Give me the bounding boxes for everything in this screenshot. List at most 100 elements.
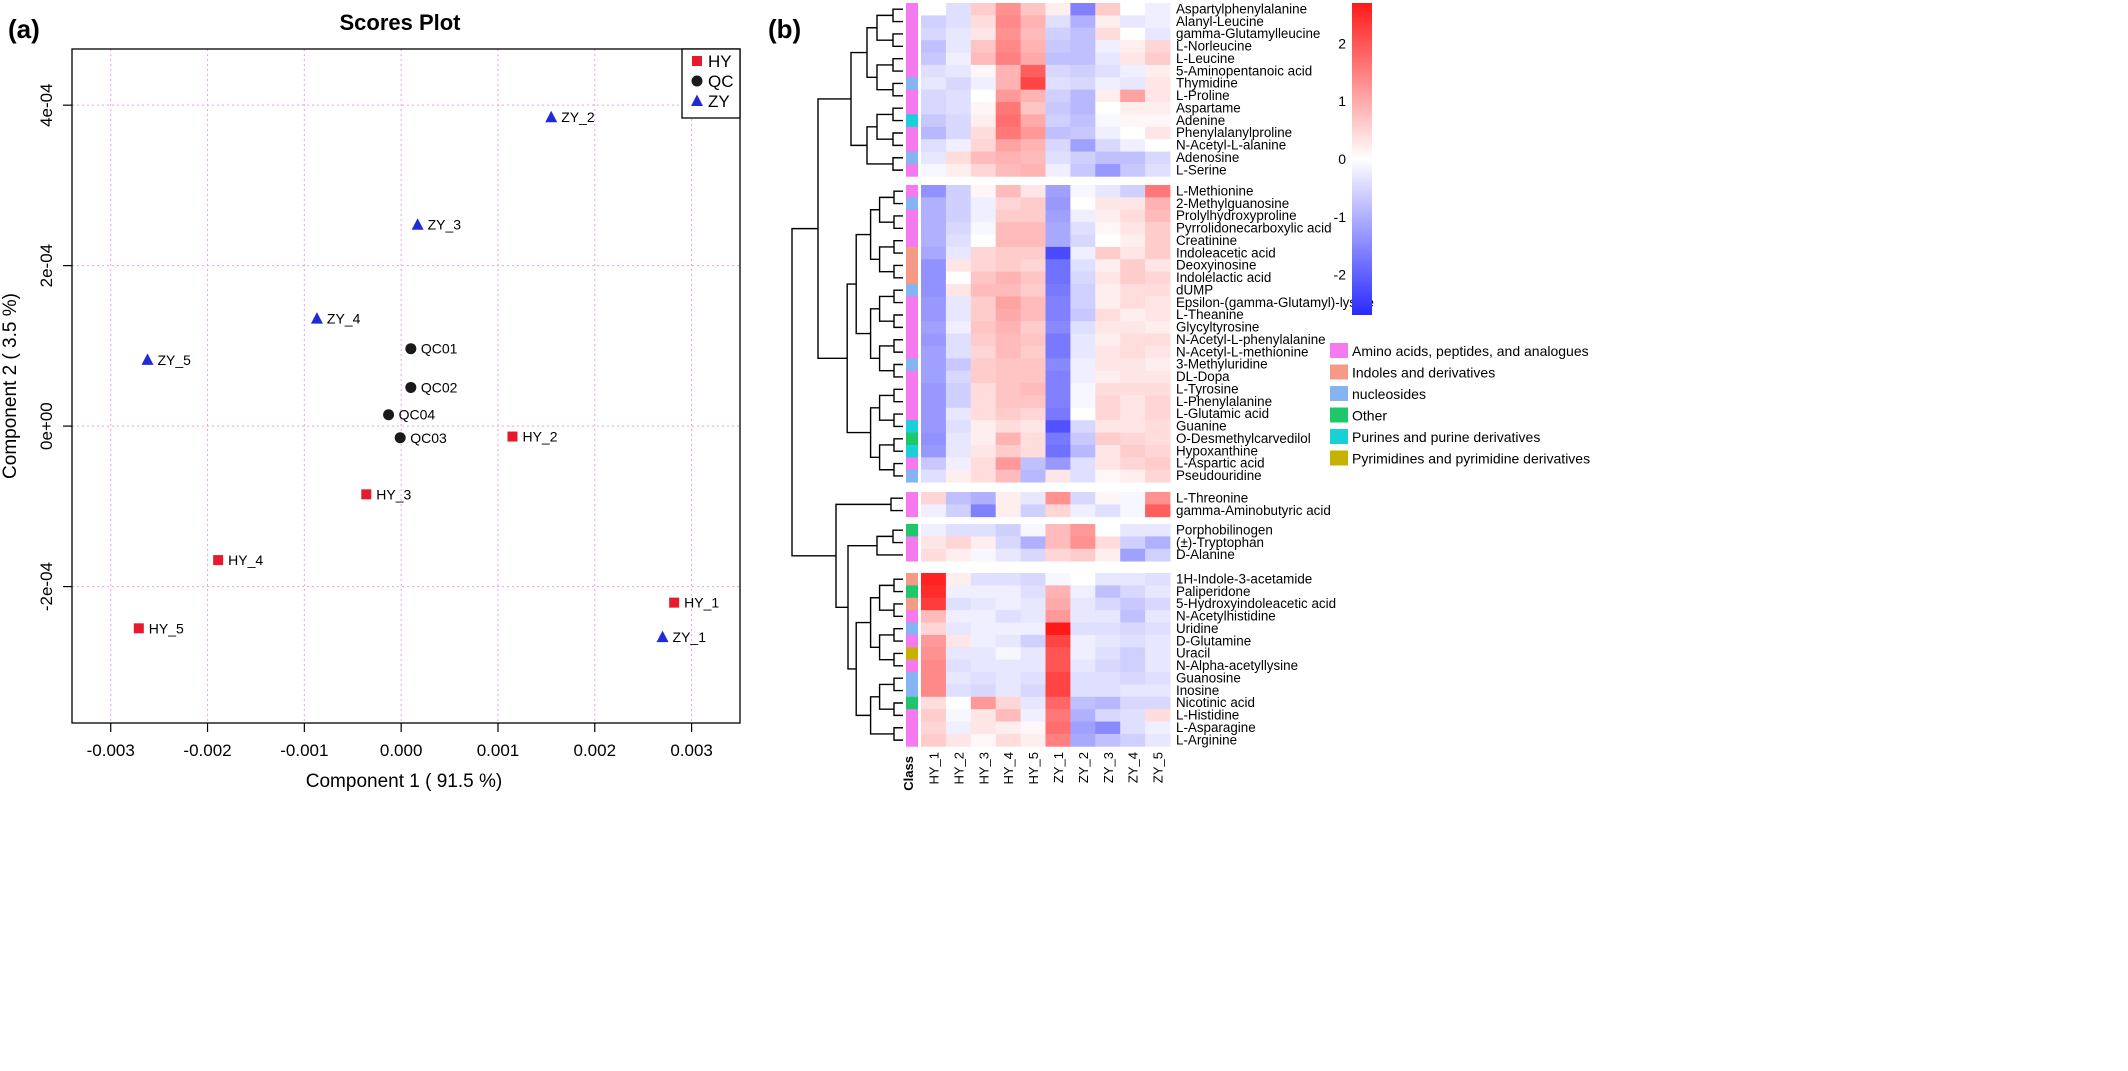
heat-cell bbox=[1120, 163, 1146, 177]
heat-cell bbox=[970, 573, 997, 586]
heat-cell bbox=[970, 15, 997, 29]
heat-cell bbox=[1070, 321, 1096, 334]
class-cell bbox=[906, 672, 918, 685]
heat-cell bbox=[1070, 40, 1096, 53]
column-label: ZY_3 bbox=[1101, 752, 1116, 783]
class-legend-label: Other bbox=[1352, 408, 1387, 424]
heat-cell bbox=[1045, 358, 1071, 372]
heat-cell bbox=[945, 27, 972, 41]
heat-cell bbox=[1145, 126, 1171, 140]
heat-cell bbox=[1120, 197, 1146, 211]
heat-cell bbox=[1045, 504, 1071, 518]
heat-cell bbox=[1070, 395, 1096, 409]
row-label: Paliperidone bbox=[1176, 584, 1250, 599]
heat-cell bbox=[1145, 659, 1171, 673]
heat-cell bbox=[1070, 126, 1096, 140]
row-label: Prolylhydroxyproline bbox=[1176, 208, 1297, 223]
dendrogram-link bbox=[893, 462, 903, 477]
heat-cell bbox=[945, 259, 972, 273]
heat-cell bbox=[921, 151, 947, 165]
class-legend-label: Amino acids, peptides, and analogues bbox=[1352, 343, 1589, 359]
heat-cell bbox=[1070, 197, 1096, 211]
heat-cell bbox=[1070, 573, 1096, 586]
row-label: L-Histidine bbox=[1176, 708, 1239, 723]
heat-cell bbox=[995, 696, 1021, 710]
heat-cell bbox=[1120, 407, 1146, 421]
class-cell bbox=[906, 585, 918, 599]
heat-cell bbox=[970, 126, 997, 140]
heat-cell bbox=[1145, 383, 1171, 396]
class-cell bbox=[906, 126, 918, 140]
point-zy-1 bbox=[656, 630, 669, 643]
dendrogram-link bbox=[892, 8, 903, 23]
heat-cell bbox=[1070, 457, 1096, 471]
heat-cell bbox=[1145, 524, 1171, 537]
heat-cell bbox=[1120, 457, 1146, 471]
heat-cell bbox=[1020, 585, 1046, 599]
heat-cell bbox=[921, 15, 947, 29]
heat-cell bbox=[970, 185, 997, 198]
heat-cell bbox=[1020, 492, 1046, 505]
heat-cell bbox=[1070, 77, 1096, 91]
dendrogram-link bbox=[847, 544, 877, 670]
heat-cell bbox=[995, 139, 1021, 152]
heat-cell bbox=[1095, 444, 1121, 458]
heat-cell bbox=[945, 420, 972, 433]
column-label: ZY_5 bbox=[1151, 752, 1166, 783]
heat-cell bbox=[1120, 647, 1146, 661]
heat-cell bbox=[1095, 77, 1121, 91]
dendrogram-link bbox=[892, 529, 903, 544]
heat-cell bbox=[1095, 114, 1121, 128]
dendrogram-link bbox=[893, 603, 903, 618]
heat-cell bbox=[1045, 126, 1071, 140]
heat-cell bbox=[921, 358, 947, 372]
heat-cell bbox=[921, 573, 947, 586]
class-cell bbox=[906, 321, 918, 334]
heat-cell bbox=[1120, 610, 1146, 623]
row-label: Deoxyinosine bbox=[1176, 258, 1256, 273]
heat-cell bbox=[945, 407, 972, 421]
heat-cell bbox=[995, 259, 1021, 273]
heat-cell bbox=[970, 77, 997, 91]
heat-cell bbox=[970, 407, 997, 421]
dendrogram-link bbox=[878, 683, 894, 710]
heat-cell bbox=[1095, 126, 1121, 140]
legend-box bbox=[681, 48, 741, 119]
heat-cell bbox=[945, 573, 972, 586]
class-legend-swatch bbox=[1330, 450, 1348, 466]
dendrogram-link bbox=[890, 497, 903, 512]
heat-cell bbox=[1095, 209, 1121, 223]
column-label: ZY_2 bbox=[1076, 752, 1091, 783]
heat-cell bbox=[1020, 15, 1046, 29]
dendrogram-link bbox=[893, 413, 903, 428]
heat-cell bbox=[1045, 197, 1071, 211]
point-label: HY_4 bbox=[228, 552, 263, 568]
heat-cell bbox=[1145, 185, 1171, 198]
heat-cell bbox=[1045, 27, 1071, 41]
point-zy-3 bbox=[411, 218, 424, 230]
heat-cell bbox=[1045, 536, 1071, 550]
heat-cell bbox=[1045, 469, 1071, 483]
dendrogram-link bbox=[893, 215, 903, 230]
heat-cell bbox=[970, 432, 997, 446]
heat-cell bbox=[1120, 222, 1146, 235]
class-cell bbox=[906, 469, 918, 483]
heat-cell bbox=[970, 197, 997, 211]
heat-cell bbox=[1095, 383, 1121, 396]
heat-cell bbox=[995, 15, 1021, 29]
dendrogram-link bbox=[893, 702, 903, 717]
row-label: Adenine bbox=[1176, 113, 1225, 128]
heat-cell bbox=[995, 457, 1021, 471]
class-cell bbox=[906, 610, 918, 623]
heat-cell bbox=[1070, 296, 1096, 310]
color-scale-tick: 1 bbox=[1338, 93, 1346, 109]
heat-cell bbox=[1095, 647, 1121, 661]
class-cell bbox=[906, 548, 918, 562]
class-cell bbox=[906, 259, 918, 273]
heat-cell bbox=[1145, 102, 1171, 115]
heat-cell bbox=[1120, 77, 1146, 91]
heat-cell bbox=[1070, 3, 1096, 16]
heat-cell bbox=[1145, 209, 1171, 223]
heat-cell bbox=[970, 27, 997, 41]
heat-cell bbox=[1045, 284, 1071, 297]
